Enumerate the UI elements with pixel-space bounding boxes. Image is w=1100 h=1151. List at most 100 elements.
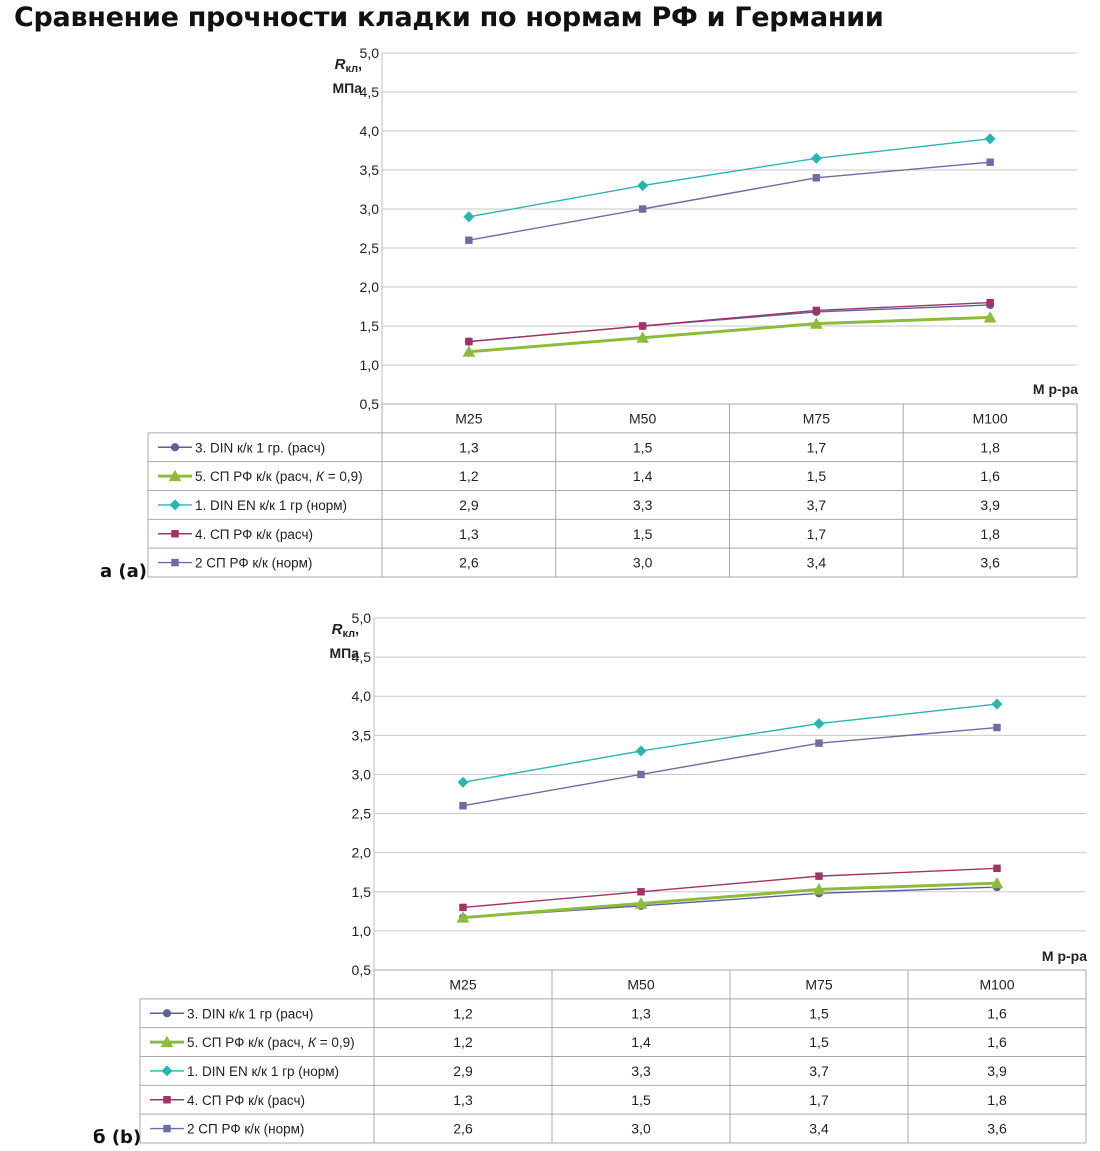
- y-tick-label: 3,5: [352, 727, 372, 743]
- table-cell: 1,4: [631, 1034, 651, 1050]
- data-point-s5: [462, 345, 476, 357]
- table-cell: 1,8: [980, 439, 1000, 455]
- legend-label: 4. СП РФ к/к (расч): [187, 1093, 305, 1108]
- y-tick-label: 3,0: [352, 766, 372, 782]
- table-cell: 3,6: [980, 555, 1000, 571]
- legend-label: 2 СП РФ к/к (норм): [195, 556, 312, 571]
- table-cell: 1,2: [453, 1005, 473, 1021]
- data-point-s5: [812, 883, 826, 895]
- data-point-s1: [457, 776, 469, 788]
- legend-label: 3. DIN к/к 1 гр (расч): [187, 1006, 313, 1021]
- table-cell: 1,5: [807, 468, 827, 484]
- series-line-s2: [468, 161, 991, 241]
- data-point-s2: [637, 770, 645, 779]
- data-point-s5: [634, 897, 648, 909]
- data-point-s5: [990, 876, 1004, 889]
- legend-marker-s4: [163, 1096, 171, 1104]
- legend-marker-s3: [170, 443, 180, 452]
- x-category-label: М50: [627, 976, 654, 992]
- table-cell: 1,5: [809, 1005, 829, 1021]
- x-category-label: М50: [629, 410, 656, 426]
- x-axis-title: М р-ра: [1042, 948, 1087, 964]
- legend-marker-s3: [162, 1009, 172, 1018]
- legend-label: 2 СП РФ к/к (норм): [187, 1122, 304, 1137]
- series-line-s3: [468, 304, 991, 343]
- series-s4: [459, 864, 1001, 912]
- series-s3: [464, 300, 995, 346]
- panel-label-a: a (a): [100, 561, 148, 582]
- series-line-s1: [468, 138, 991, 218]
- series-line-s4: [462, 867, 998, 909]
- series-s3: [458, 883, 1002, 922]
- table-cell: 2,6: [453, 1121, 473, 1137]
- data-table: М25 М50 М75 М100 3. DIN к/к 1 гр. (расч) 1,3 1…: [147, 403, 1078, 578]
- table-cell: 1,3: [631, 1005, 651, 1021]
- y-tick-label: 4,5: [352, 649, 372, 665]
- panel-label-b: б (b): [93, 1127, 142, 1148]
- y-tick-label: 3,0: [360, 201, 380, 217]
- page-title: Сравнение прочности кладки по нормам РФ …: [14, 2, 884, 33]
- y-tick-label: 4,5: [360, 84, 380, 100]
- y-tick-label: 2,0: [360, 279, 380, 295]
- data-point-s2: [993, 723, 1001, 732]
- table-cell: 3,4: [809, 1121, 829, 1137]
- legend-marker-s1: [169, 499, 181, 511]
- table-cell: 1,3: [459, 526, 479, 542]
- y-tick-label: 2,5: [352, 806, 372, 822]
- table-cell: 1,7: [807, 439, 827, 455]
- data-point-s1: [984, 133, 996, 145]
- data-point-s1: [637, 180, 649, 192]
- legend-label: 5. СП РФ к/к (расч, К = 0,9): [195, 469, 363, 484]
- legend-marker-s5: [160, 1035, 174, 1048]
- table-cell: 3,6: [987, 1121, 1007, 1137]
- table-cell: 1,5: [809, 1034, 829, 1050]
- y-tick-label: 2,0: [352, 845, 372, 861]
- series-line-s1: [462, 703, 998, 783]
- legend-label: 1. DIN EN к/к 1 гр (норм): [187, 1064, 339, 1079]
- table-cell: 1,6: [980, 468, 1000, 484]
- y-axis-title: Rкл,: [335, 56, 362, 75]
- data-point-s4: [993, 864, 1001, 873]
- data-point-s1: [991, 698, 1003, 710]
- x-category-label: М25: [455, 410, 482, 426]
- y-tick-label: 0,5: [360, 396, 380, 412]
- table-cell: 3,4: [807, 555, 827, 571]
- data-point-s2: [815, 739, 823, 747]
- data-table: М25 М50 М75 М100 3. DIN к/к 1 гр (расч) 1,2 1,…: [139, 969, 1087, 1144]
- table-cell: 3,3: [631, 1063, 651, 1079]
- data-point-s4: [465, 337, 473, 346]
- x-axis-title: М р-ра: [1033, 381, 1078, 397]
- data-point-s1: [463, 211, 475, 223]
- legend-label: 5. СП РФ к/к (расч, К = 0,9): [187, 1035, 355, 1050]
- x-category-label: М75: [803, 410, 830, 426]
- y-tick-label: 4,0: [360, 123, 380, 139]
- data-point-s4: [459, 903, 467, 912]
- x-category-label: М100: [973, 410, 1008, 426]
- series-s2: [459, 723, 1001, 810]
- y-tick-label: 5,0: [352, 610, 372, 626]
- y-axis-unit: МПа: [329, 645, 359, 661]
- data-point-s2: [459, 802, 467, 810]
- table-cell: 2,6: [459, 555, 479, 571]
- data-point-s1: [813, 718, 825, 730]
- data-point-s1: [810, 152, 822, 164]
- legend-marker-s2: [163, 1124, 171, 1133]
- series-s5: [456, 876, 1004, 923]
- y-tick-label: 1,5: [352, 884, 372, 900]
- y-tick-label: 0,5: [352, 962, 372, 978]
- legend-label: 4. СП РФ к/к (расч): [195, 527, 313, 542]
- table-cell: 2,9: [453, 1063, 473, 1079]
- series-s4: [465, 298, 994, 346]
- table-cell: 1,4: [633, 468, 653, 484]
- legend-marker-s1: [161, 1065, 173, 1077]
- x-category-label: М75: [805, 976, 832, 992]
- table-cell: 1,7: [807, 526, 827, 542]
- table-cell: 1,6: [987, 1005, 1007, 1021]
- legend-marker-s4: [171, 530, 179, 538]
- series-s5: [462, 311, 997, 357]
- series-line-s4: [468, 301, 991, 343]
- table-cell: 3,3: [633, 497, 653, 513]
- series-line-s5: [462, 881, 998, 920]
- y-tick-label: 3,5: [360, 162, 380, 178]
